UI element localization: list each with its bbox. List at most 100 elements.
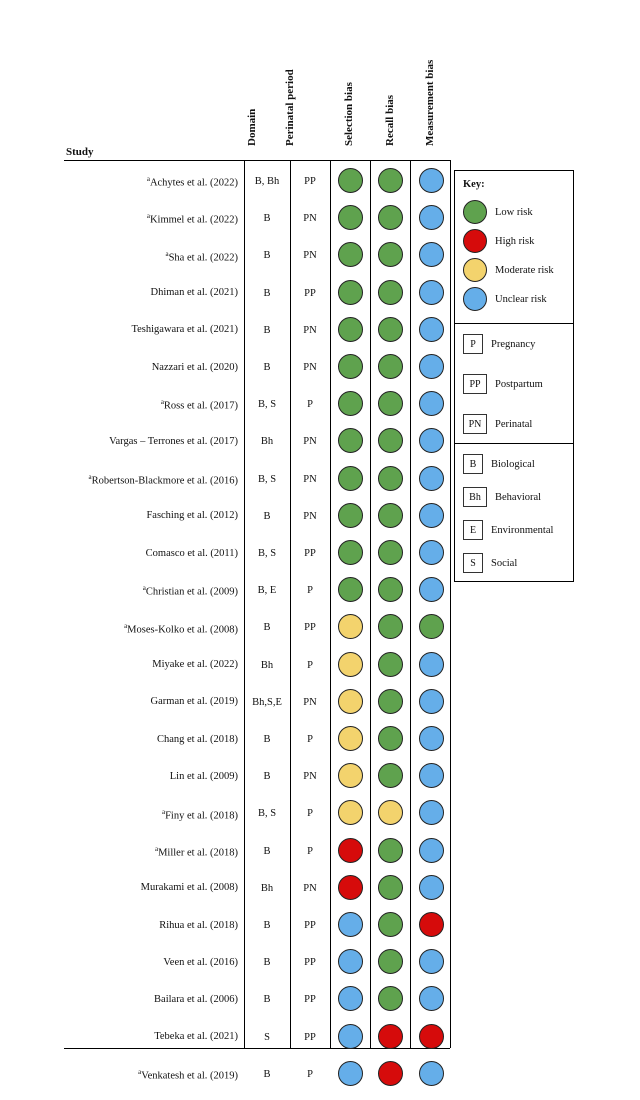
study-footnote-mark: a: [124, 621, 128, 630]
measurement-bias-dot: [419, 614, 444, 640]
recall-bias-dot: [378, 577, 403, 603]
column-divider: [450, 160, 451, 1048]
selection-bias-dot: [338, 874, 363, 900]
header-perinatal-period: Perinatal period: [284, 69, 296, 146]
header-measurement-bias: Measurement bias: [424, 59, 436, 146]
study-name: aChristian et al. (2009): [58, 572, 238, 609]
period-cell: PN: [303, 213, 317, 225]
domain-cell: B: [263, 994, 271, 1006]
study-label: Achytes et al. (2022): [149, 177, 238, 189]
recall-bias-dot: [378, 986, 403, 1012]
study-label: Moses-Kolko et al. (2008): [127, 624, 238, 636]
table-row: Rihua et al. (2018) B PP: [64, 907, 450, 944]
study-label: Garman et al. (2019): [150, 696, 238, 708]
recall-bias-dot: [378, 502, 403, 528]
period-cell: PP: [304, 1031, 316, 1043]
domain-cell: B: [263, 1068, 271, 1080]
recall-bias-dot: [378, 763, 403, 789]
measurement-bias-dot: [419, 912, 444, 937]
key-domain-item: S Social: [463, 550, 517, 576]
key-period-item: P Pregnancy: [463, 331, 535, 357]
study-footnote-mark: a: [146, 175, 150, 184]
selection-bias-dot: [338, 242, 363, 268]
study-label: Finy et al. (2018): [165, 810, 238, 822]
key-domain-label: Biological: [491, 458, 535, 470]
key-period-item: PP Postpartum: [463, 371, 543, 397]
table-row: Comasco et al. (2011) B, S PP: [64, 535, 450, 572]
study-name: aFiny et al. (2018): [58, 795, 238, 832]
selection-bias-dot: [338, 614, 363, 640]
domain-cell: B: [263, 324, 271, 336]
study-name: Veen et al. (2016): [58, 944, 238, 981]
study-name: Teshigawara et al. (2021): [58, 312, 238, 349]
selection-bias-dot: [338, 279, 363, 305]
column-divider: [370, 160, 371, 1048]
table-row: Miyake et al. (2022) Bh P: [64, 647, 450, 684]
key-domain-label: Behavioral: [495, 491, 542, 503]
study-name: Comasco et al. (2011): [58, 535, 238, 572]
key-title: Key:: [463, 179, 485, 190]
study-name: aVenkatesh et al. (2019): [58, 1056, 238, 1093]
recall-bias-dot: [378, 800, 403, 826]
table-row: aAchytes et al. (2022) B, Bh PP: [64, 163, 450, 200]
recall-bias-dot: [378, 1060, 403, 1086]
selection-bias-dot: [338, 912, 363, 937]
period-cell: PP: [304, 920, 316, 931]
domain-cell: B, S: [257, 808, 277, 820]
study-name: Vargas – Terrones et al. (2017): [58, 423, 238, 460]
domain-cell: S: [264, 1031, 270, 1043]
study-name: aRobertson-Blackmore et al. (2016): [58, 461, 238, 498]
study-label: Fasching et al. (2012): [146, 510, 238, 522]
table-row: aMiller et al. (2018) B P: [64, 833, 450, 870]
recall-bias-dot: [378, 465, 403, 491]
key-period-code: PN: [463, 414, 487, 434]
study-name: Murakami et al. (2008): [58, 870, 238, 907]
study-footnote-mark: a: [138, 1068, 142, 1077]
period-cell: PN: [303, 771, 317, 783]
period-cell: PN: [303, 882, 317, 894]
measurement-bias-dot: [419, 986, 444, 1012]
study-label: Chang et al. (2018): [156, 733, 238, 745]
study-name: Dhiman et al. (2021): [58, 275, 238, 312]
table-row: Tebeka et al. (2021) S PP: [64, 1019, 450, 1056]
header-selection-bias: Selection bias: [343, 82, 355, 146]
key-period-code: P: [463, 334, 483, 354]
study-footnote-mark: a: [154, 844, 159, 853]
key-divider: [455, 443, 573, 444]
domain-cell: B: [263, 771, 271, 783]
recall-bias-dot: [378, 428, 403, 454]
key-period-item: PN Perinatal: [463, 411, 532, 437]
study-name: aMoses-Kolko et al. (2008): [58, 609, 238, 646]
table-row: aKimmel et al. (2022) B PN: [64, 200, 450, 237]
study-name: Lin et al. (2009): [58, 758, 238, 795]
recall-bias-dot: [378, 354, 403, 379]
domain-cell: B, S: [257, 473, 277, 485]
column-divider: [290, 160, 291, 1048]
period-cell: P: [307, 845, 313, 857]
recall-bias-dot: [378, 391, 403, 417]
domain-cell: Bh: [260, 436, 274, 448]
study-name: aKimmel et al. (2022): [58, 200, 238, 237]
study-label: Ross et al. (2017): [163, 400, 238, 412]
domain-cell: B: [263, 622, 271, 634]
table-row: Chang et al. (2018) B P: [64, 721, 450, 758]
recall-bias-dot: [378, 874, 403, 900]
recall-bias-dot: [378, 651, 403, 677]
study-name: Tebeka et al. (2021): [58, 1019, 238, 1056]
recall-bias-dot: [378, 688, 403, 714]
domain-cell: B: [263, 920, 271, 931]
key-domain-label: Environmental: [491, 524, 554, 536]
domain-cell: B: [263, 734, 271, 745]
study-name: aSha et al. (2022): [58, 237, 238, 274]
measurement-bias-dot: [419, 949, 444, 975]
domain-cell: B, E: [257, 585, 277, 597]
selection-bias-dot: [338, 986, 363, 1012]
table-row: aFiny et al. (2018) B, S P: [64, 795, 450, 832]
table-row: aRoss et al. (2017) B, S P: [64, 386, 450, 423]
recall-bias-dot: [378, 912, 403, 937]
measurement-bias-dot: [419, 1060, 444, 1086]
recall-bias-dot: [378, 168, 403, 193]
study-label: Bailara et al. (2006): [154, 993, 238, 1005]
domain-cell: B, S: [257, 399, 277, 411]
period-cell: PP: [304, 994, 316, 1006]
